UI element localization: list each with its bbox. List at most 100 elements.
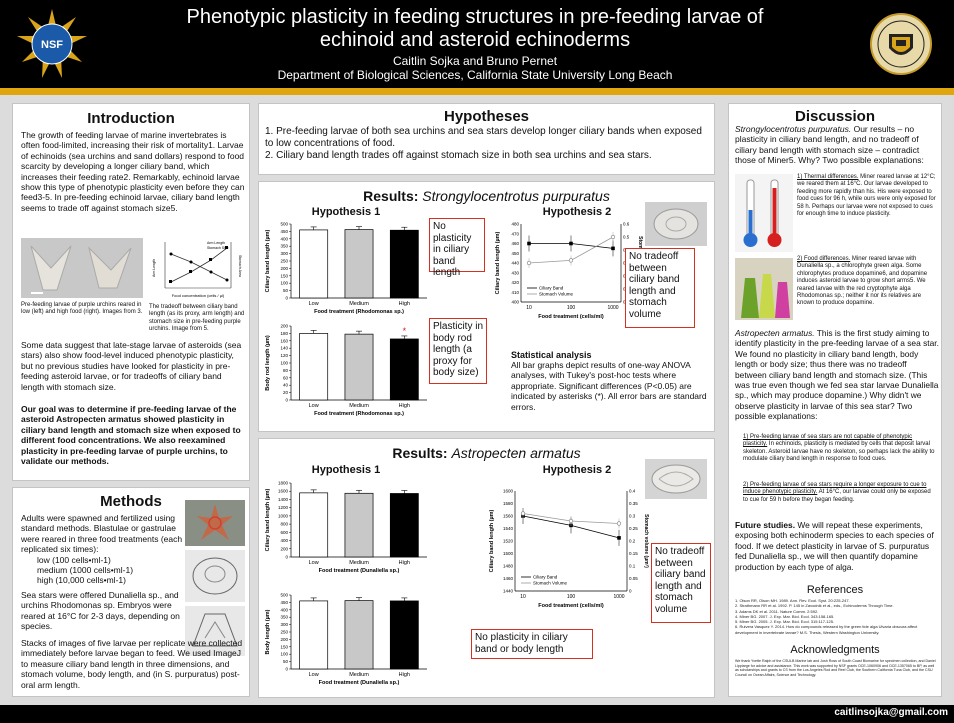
explanation-food-head: 2) Food differences. <box>797 256 851 262</box>
seastar-larva-photo <box>645 459 707 499</box>
reference-item: 3. Adams DK et al. 2011. Nature Comm. 2:… <box>735 608 819 614</box>
x-tick-label: Medium <box>349 672 369 678</box>
y2-tick-label: 0.35 <box>629 501 638 506</box>
y-tick-label: 50 <box>283 659 289 664</box>
reference-item: 6. Ruivera Vasquez Y. 2014. How do compo… <box>735 624 918 635</box>
explanation-thermal: 1) Thermal differences. Miner reared lar… <box>797 174 939 218</box>
legend-label: Ciliary Band <box>533 575 558 580</box>
discussion-p1-species: Strongylocentrotus purpuratus. <box>735 124 852 134</box>
y-tick-label: 20 <box>283 390 289 395</box>
bar-low <box>299 333 329 401</box>
introduction-p1: The growth of feeding larvae of marine i… <box>21 130 245 213</box>
x-axis-label: Food treatment (Rhodomonas sp.) <box>314 411 404 417</box>
explanation-longer-exposure-head: 2) Pre-feeding larvae of sea stars requi… <box>743 482 927 496</box>
mini-legend-stomach: Stomach Size <box>207 246 229 250</box>
y2-tick-label: 0.3 <box>629 514 636 519</box>
y-tick-label: 1520 <box>503 539 514 544</box>
y2-tick-label: 0.4 <box>629 489 636 494</box>
y-tick-label: 1200 <box>278 505 289 510</box>
chart-urchin-body-rod: 0 20 40 60 80 100 120 140 160 180 200 Low Medium High… <box>265 324 427 417</box>
chart-urchin-tradeoff: 40041042043044045046047048000.10.20.30.4… <box>495 222 643 321</box>
explanation-no-capacity-head: 1) Pre-feeding larvae of sea stars are n… <box>743 434 913 448</box>
hypothesis-1-text: 1. Pre-feeding larvae of both sea urchin… <box>265 126 702 149</box>
introduction-title: Introduction <box>87 110 175 127</box>
y-tick-label: 300 <box>280 622 288 627</box>
x-tick-label: 1000 <box>607 305 618 311</box>
results-urchin-title-prefix: Results: <box>363 188 423 204</box>
y2-tick-label: 0.25 <box>629 526 638 531</box>
introduction-p2: Some data suggest that late-stage larvae… <box>21 340 242 392</box>
y-tick-label: 1400 <box>278 497 289 502</box>
y-tick-label: 450 <box>280 600 288 605</box>
reference-item: 2. Strathmann RR et al. 1992. P. 145 in … <box>735 603 894 609</box>
y-tick-label: 1440 <box>503 589 514 594</box>
data-point <box>569 241 573 246</box>
results-seastar-panel: Results: Astropecten armatus Hypothesis … <box>258 438 715 698</box>
hypothesis-2-text: 2. Ciliary band length trades off agains… <box>265 150 652 161</box>
y-tick-label: 160 <box>280 338 288 343</box>
methods-p1: Adults were spawned and fertilized using… <box>21 513 183 555</box>
y2-tick-label: 0.6 <box>623 222 630 227</box>
results-seastar-hyp2: Hypothesis 2 <box>542 464 612 476</box>
x-tick-label: 1000 <box>613 594 624 600</box>
nsf-logo: NSF <box>17 9 87 78</box>
y-tick-label: 1800 <box>278 481 289 486</box>
x-tick-label: Medium <box>349 301 369 307</box>
y-tick-label: 80 <box>283 368 289 373</box>
y-tick-label: 440 <box>511 261 519 266</box>
urchin-larva-photo <box>645 202 707 246</box>
y-tick-label: 1480 <box>503 564 514 569</box>
results-seastar-title: Results: Astropecten armatus <box>259 445 714 461</box>
y-tick-label: 150 <box>280 273 288 278</box>
discussion-p2-species: Astropecten armatus. <box>735 328 815 338</box>
legend-label: Ciliary Band <box>539 286 564 291</box>
y-tick-label: 180 <box>280 331 288 336</box>
data-point <box>568 258 574 263</box>
bar-high <box>389 338 419 401</box>
x-tick-label: High <box>399 672 410 678</box>
urchin-photo-caption: Pre-feeding larvae of purple urchins rea… <box>21 302 143 316</box>
x-axis-label: Food treatment (Dunaliella sp.) <box>319 568 400 574</box>
poster-title: Phenotypic plasticity in feeding structu… <box>186 6 764 51</box>
x-tick-label: 100 <box>567 594 576 600</box>
thermometers-image <box>735 174 793 252</box>
poster-authors-block: Caitlin Sojka and Bruno Pernet Departmen… <box>150 54 800 82</box>
explanation-thermal-text: Miner reared larvae at 12°C; we reared t… <box>797 174 936 218</box>
y-tick-label: 1000 <box>278 513 289 518</box>
x-tick-label: Low <box>309 301 319 307</box>
y-tick-label: 200 <box>280 266 288 271</box>
nsf-logo-text: NSF <box>41 39 63 51</box>
data-point <box>527 241 531 246</box>
poster-authors: Caitlin Sojka and Bruno Pernet <box>392 54 558 68</box>
tradeoff-mini-graph: Arm Length Stomach Size Arm Length Stoma… <box>147 236 245 302</box>
reference-item: 5. Miner BG. 2005. J. Exp. Mar. Biol. Ec… <box>735 619 835 625</box>
y-tick-label: 400 <box>511 300 519 305</box>
references-title: References <box>806 584 864 596</box>
results-seastar-species: Astropecten armatus <box>451 445 581 461</box>
mini-ylabel-right: Stomach Area <box>238 255 242 277</box>
y-tick-label: 1560 <box>503 514 514 519</box>
y-tick-label: 800 <box>280 522 288 527</box>
poster-footer: caitlinsojka@gmail.com <box>0 705 954 723</box>
data-point <box>611 246 615 251</box>
y-axis-label: Ciliary band length (µm) <box>489 509 495 572</box>
statistical-analysis-title: Statistical analysis <box>511 350 592 360</box>
y-axis-label: Ciliary band length (µm) <box>495 231 501 294</box>
explanation-no-capacity: 1) Pre-feeding larvae of sea stars are n… <box>743 434 935 464</box>
y-tick-label: 250 <box>280 630 288 635</box>
y-tick-label: 1460 <box>503 576 514 581</box>
callout-no-tradeoff-seastar: No tradeoff between ciliary band length … <box>651 543 711 623</box>
x-axis-label: Food treatment (Dunaliella sp.) <box>319 680 400 686</box>
y-tick-label: 500 <box>280 222 288 227</box>
bar-low <box>299 229 329 299</box>
chart-seastar-body-length: 0 50 100 150 200 250 300 350 400 450 500 Low Medium H… <box>265 593 427 686</box>
y-tick-label: 250 <box>280 259 288 264</box>
data-point <box>568 518 574 524</box>
discussion-p1: Strongylocentrotus purpuratus. Our resul… <box>735 124 939 166</box>
header-gold-band <box>0 88 954 95</box>
introduction-goal: Our goal was to determine if pre-feeding… <box>21 404 241 467</box>
y-tick-label: 1540 <box>503 526 514 531</box>
explanation-thermal-head: 1) Thermal differences. <box>797 174 859 180</box>
y-tick-label: 600 <box>280 530 288 535</box>
x-tick-label: 10 <box>520 594 526 600</box>
